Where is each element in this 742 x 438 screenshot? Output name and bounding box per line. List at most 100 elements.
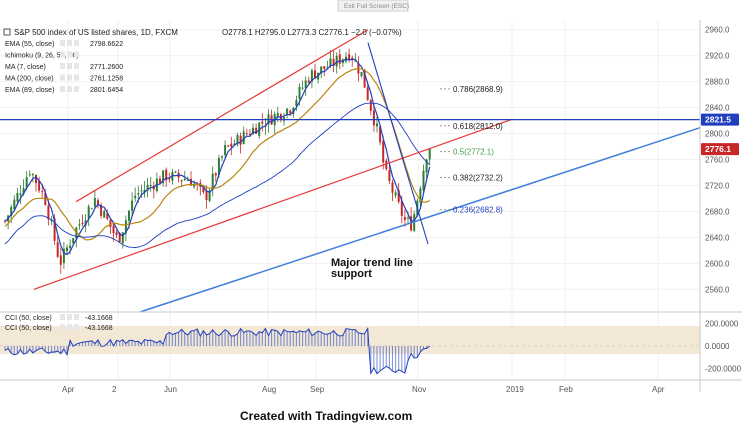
- legend-action-icon[interactable]: [60, 86, 65, 92]
- legend-action-icon[interactable]: [60, 314, 65, 320]
- candle-body: [242, 131, 245, 145]
- candle-body: [214, 173, 217, 176]
- price-tick-label: 2640.0: [705, 233, 730, 242]
- legend-action-icon[interactable]: [67, 86, 72, 92]
- candle-body: [397, 190, 400, 202]
- fib-level-label: 0.5(2772.1): [453, 148, 494, 157]
- candle-body: [221, 156, 223, 158]
- candle-body: [103, 211, 106, 218]
- exit-fullscreen-button[interactable]: [337, 0, 409, 12]
- candle-body: [81, 222, 84, 225]
- legend-action-icon[interactable]: [74, 63, 79, 69]
- candle-body: [50, 220, 53, 222]
- cci-tick-label: 200.0000: [705, 319, 739, 328]
- indicator-legend-value: 2801.6454: [90, 87, 123, 94]
- legend-action-icon[interactable]: [60, 74, 65, 81]
- candle-body: [134, 195, 137, 199]
- legend-action-icon[interactable]: [74, 51, 79, 58]
- candle-body: [13, 199, 16, 210]
- time-tick-label: Apr: [652, 385, 665, 394]
- time-tick-label: 2: [112, 385, 117, 394]
- candle-body: [286, 108, 289, 115]
- cci-legend-label[interactable]: CCI (50, close): [5, 325, 52, 332]
- candle-body: [385, 160, 388, 170]
- legend-action-icon[interactable]: [74, 314, 79, 320]
- candle-body: [283, 117, 285, 121]
- candle-body: [186, 180, 189, 182]
- cci-tick-label: -200.0000: [705, 365, 742, 374]
- candle-body: [301, 87, 304, 89]
- time-tick-label: Nov: [412, 385, 426, 394]
- price-tick-label: 2760.0: [705, 156, 730, 165]
- legend-action-icon[interactable]: [60, 51, 65, 58]
- legend-action-icon[interactable]: [67, 74, 72, 81]
- time-axis[interactable]: Apr 2 Jun Aug Sep Nov 2019 Feb Apr: [62, 385, 665, 394]
- candle-body: [233, 143, 236, 145]
- candle-body: [354, 60, 357, 62]
- fibonacci-layer: 0.786(2868.9) 0.618(2812.0) 0.5(2772.1) 0.3…: [440, 85, 503, 215]
- candle-body: [10, 207, 13, 216]
- last-price-label: 2776.1: [705, 144, 731, 154]
- legend-action-icon[interactable]: [67, 324, 72, 330]
- channel-upper-line[interactable]: [75, 29, 369, 203]
- last-price-tag: 2776.1: [701, 143, 739, 156]
- candle-body: [217, 158, 220, 175]
- candle-body: [109, 219, 112, 227]
- price-axis[interactable]: 2960.0 2920.0 2880.0 2840.0 2800.0 2760.0 2720…: [705, 26, 730, 295]
- channel-lower-line[interactable]: [33, 118, 513, 290]
- legend-action-icon[interactable]: [74, 74, 79, 81]
- time-tick-label: Jun: [164, 385, 177, 394]
- indicator-legend-label[interactable]: EMA (89, close): [5, 87, 54, 94]
- candle-body: [202, 187, 205, 193]
- indicator-legend-label[interactable]: MA (7, close): [5, 64, 46, 71]
- indicator-legend-label[interactable]: EMA (55, close): [5, 41, 54, 48]
- fib-swing-line[interactable]: [367, 42, 429, 245]
- indicator-legend-label[interactable]: Ichimoku (9, 26, 52, 26): [5, 53, 79, 60]
- legend-action-icon[interactable]: [67, 51, 72, 58]
- candle-body: [314, 70, 316, 79]
- legend-action-icon[interactable]: [74, 324, 79, 330]
- legend-action-icon[interactable]: [74, 40, 79, 46]
- time-tick-label: Feb: [559, 385, 573, 394]
- cci-axis[interactable]: 200.0000 0.0000 -200.0000: [705, 319, 742, 373]
- candle-body: [304, 80, 307, 89]
- candle-body: [400, 200, 403, 216]
- fib-level-label: 0.786(2868.9): [453, 85, 503, 94]
- cci-legend-value: -43.1668: [85, 325, 113, 332]
- candle-body: [162, 170, 165, 184]
- candle-body: [248, 134, 251, 136]
- legend-action-icon[interactable]: [74, 86, 79, 92]
- cci-legend-label[interactable]: CCI (50, close): [5, 315, 52, 322]
- candle-body: [335, 55, 338, 67]
- candle-body: [56, 242, 59, 257]
- candle-body: [348, 54, 351, 61]
- legend-action-icon[interactable]: [60, 40, 65, 46]
- candle-body: [180, 180, 183, 182]
- candle-body: [143, 189, 146, 193]
- legend-action-icon[interactable]: [67, 314, 72, 320]
- candle-body: [428, 148, 431, 160]
- candle-body: [379, 126, 382, 143]
- annotation-line-2: support: [331, 268, 372, 280]
- candle-body: [422, 170, 425, 191]
- candle-body: [128, 210, 130, 221]
- legend-action-icon[interactable]: [60, 63, 65, 69]
- legend-action-icon[interactable]: [60, 324, 65, 330]
- candle-body: [289, 110, 292, 114]
- time-tick-label: Sep: [310, 385, 325, 394]
- candle-body: [211, 173, 214, 190]
- price-tick-label: 2800.0: [705, 130, 730, 139]
- indicator-legend-label[interactable]: MA (200, close): [5, 76, 54, 83]
- collapse-icon[interactable]: [3, 28, 11, 36]
- candle-body: [25, 177, 28, 188]
- annotation-line-1: Major trend line: [331, 257, 413, 269]
- candle-body: [320, 66, 323, 74]
- grid: [0, 20, 700, 380]
- major-trend-line[interactable]: [139, 127, 701, 313]
- candle-body: [118, 232, 121, 243]
- legend-action-icon[interactable]: [67, 63, 72, 69]
- legend-action-icon[interactable]: [67, 40, 72, 46]
- candle-body: [124, 220, 127, 233]
- candle-body: [53, 218, 56, 241]
